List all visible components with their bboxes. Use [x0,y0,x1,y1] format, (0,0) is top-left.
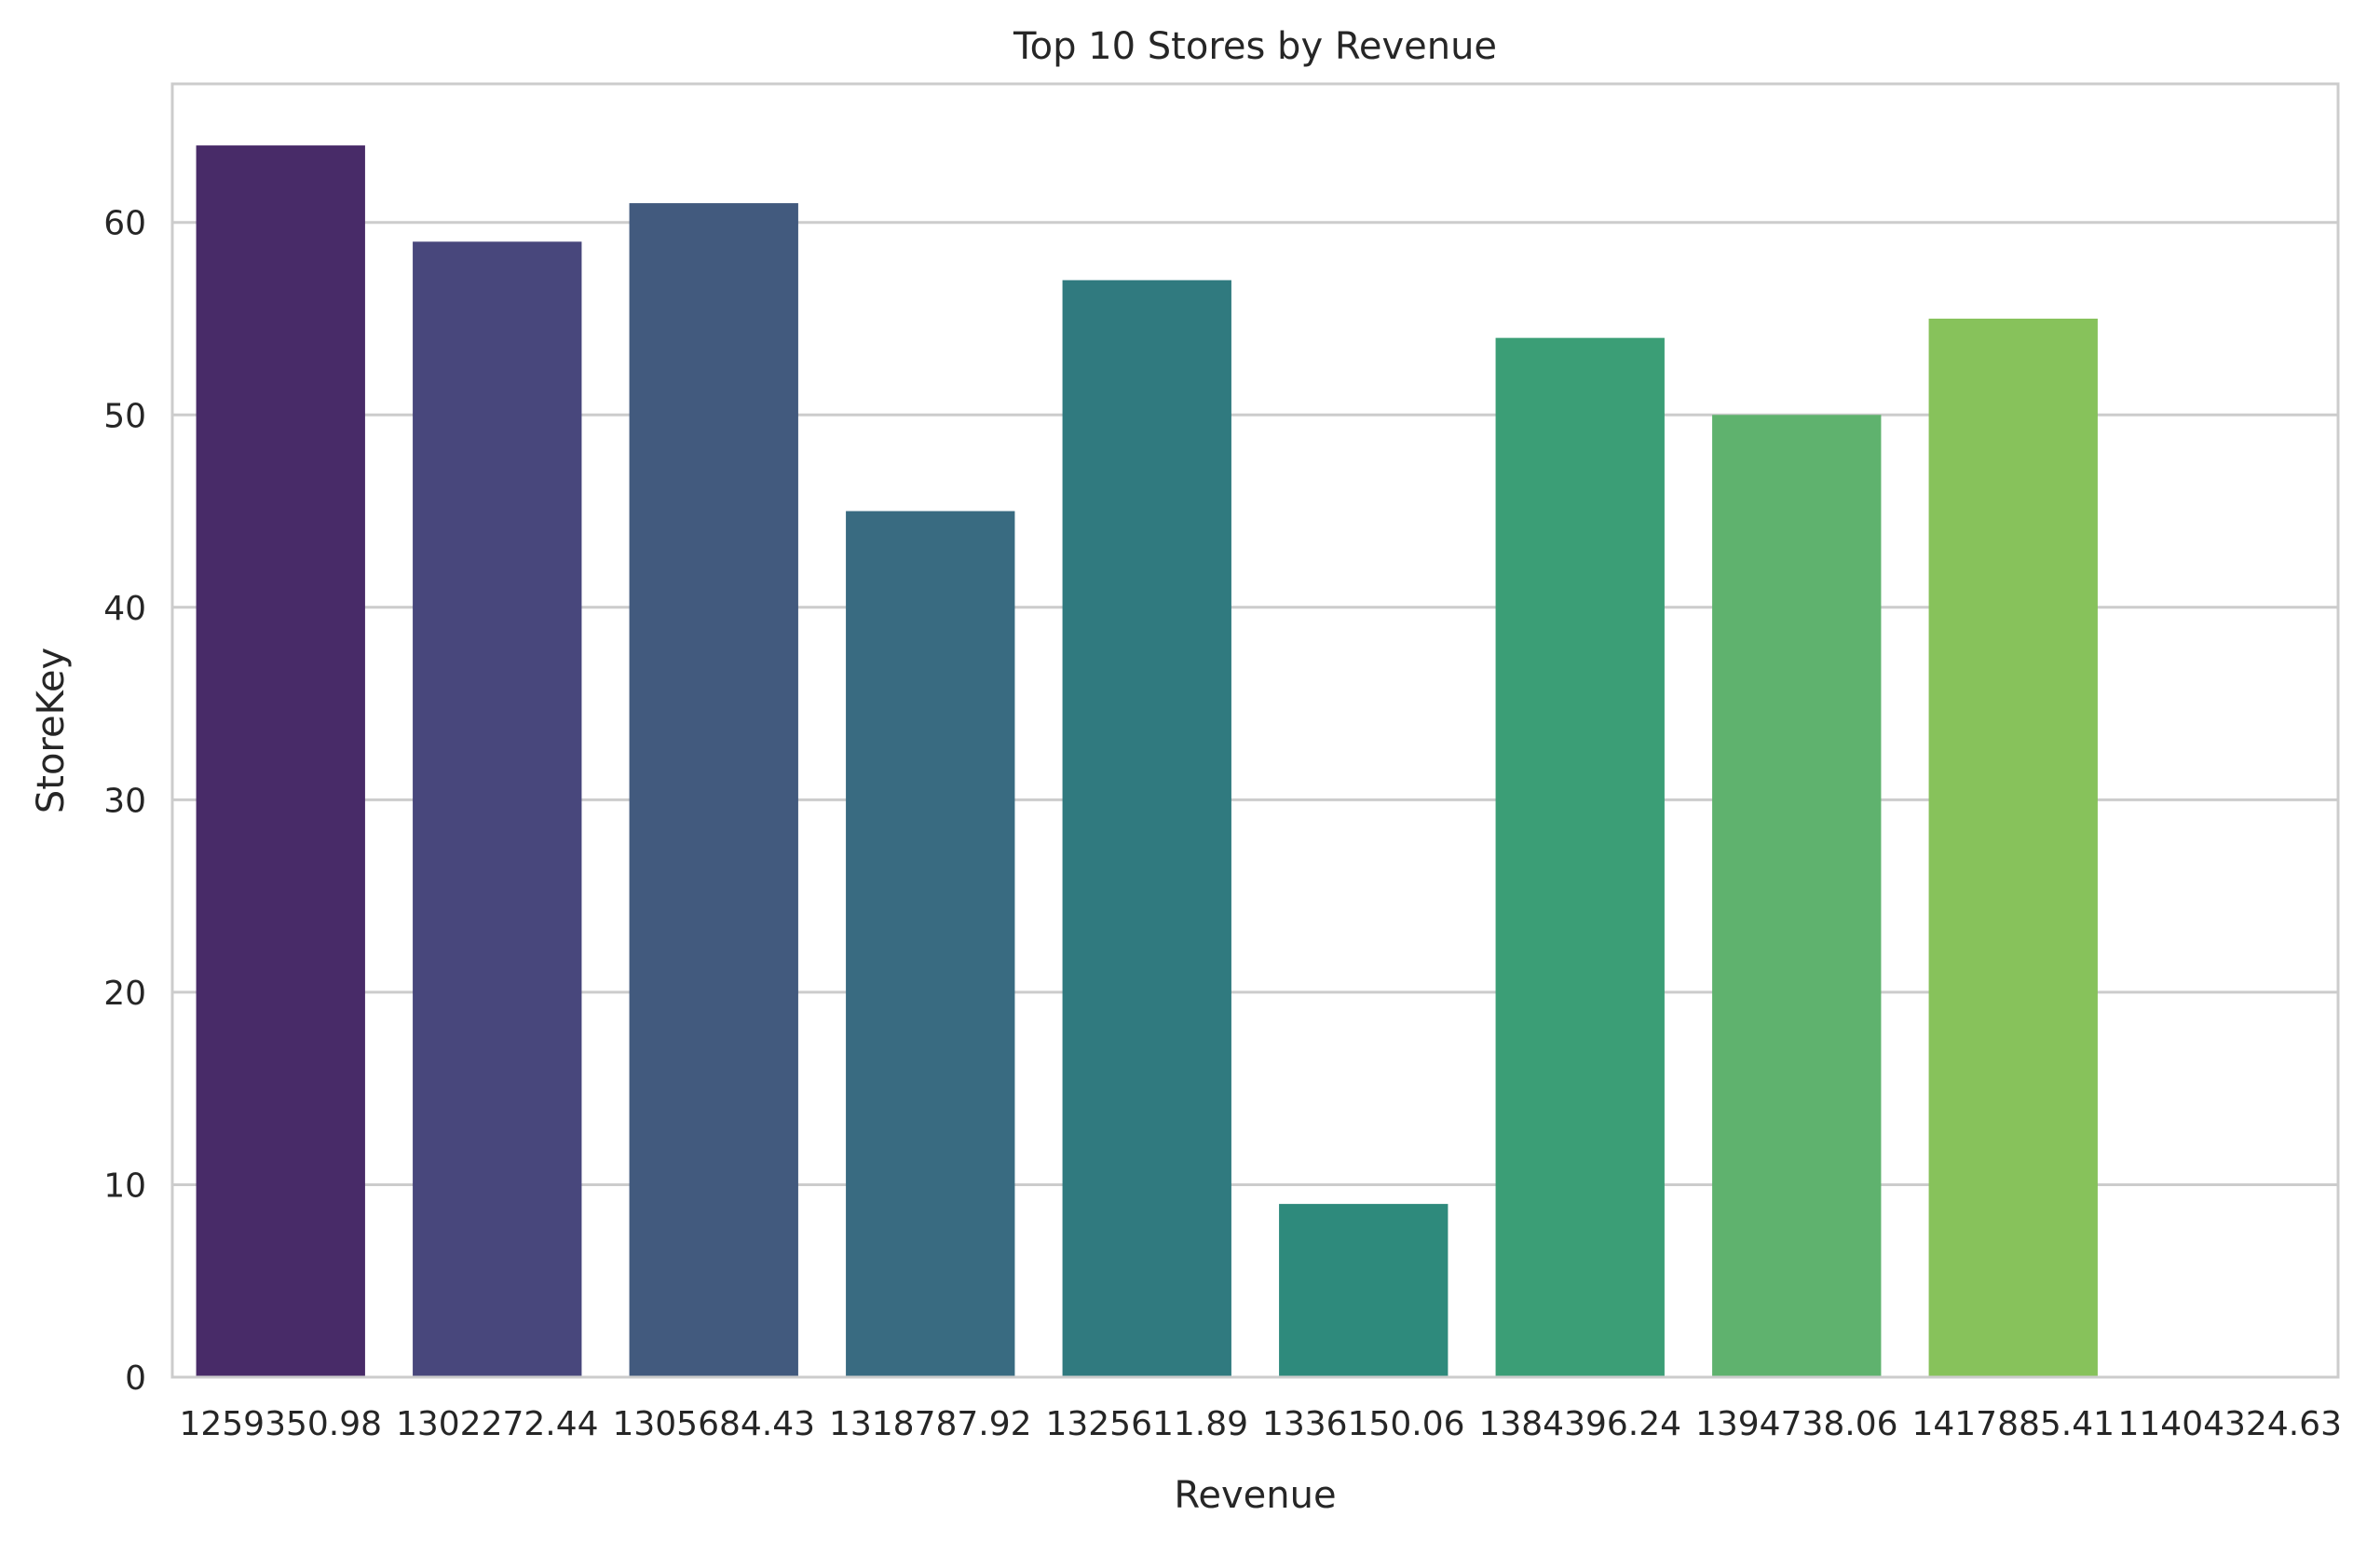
x-tick-label: 1394738.06 [1695,1405,1898,1443]
y-tick-label: 30 [103,782,146,820]
x-tick-label: 1417885.41 [1911,1405,2115,1443]
y-tick-label: 20 [103,975,146,1013]
bars [196,145,2098,1378]
chart-title: Top 10 Stores by Revenue [1013,25,1497,68]
y-axis-label: StoreKey [30,648,73,813]
plot-frame [170,82,2340,1379]
x-tick-label: 1336150.06 [1262,1405,1465,1443]
bar [413,241,582,1378]
bar [629,203,798,1377]
x-tick-label: 1259350.98 [179,1405,382,1443]
x-tick-label: 1325611.89 [1045,1405,1248,1443]
bar [846,511,1015,1377]
x-tick-label: 1318787.92 [829,1405,1032,1443]
x-axis-label: Revenue [1174,1474,1336,1517]
y-tick-label: 60 [103,205,146,243]
x-tick-label: 1302272.44 [396,1405,599,1443]
x-tick-label: 11404324.63 [2118,1405,2343,1443]
bar [1928,318,2098,1378]
bar [196,145,365,1378]
bar [1062,280,1231,1377]
x-tick-label: 1305684.43 [612,1405,815,1443]
bar [1279,1204,1448,1377]
x-tick-label: 1384396.24 [1478,1405,1681,1443]
x-tick-labels: 1259350.98 1302272.44 1305684.43 1318787.92… [179,1405,2342,1443]
bar [1712,415,1882,1377]
y-tick-label: 50 [103,397,146,435]
y-tick-labels: 0 10 20 30 40 50 60 [103,205,146,1398]
y-tick-label: 40 [103,590,146,628]
y-tick-label: 0 [125,1359,146,1398]
bar [1495,337,1665,1378]
y-tick-label: 10 [103,1167,146,1205]
